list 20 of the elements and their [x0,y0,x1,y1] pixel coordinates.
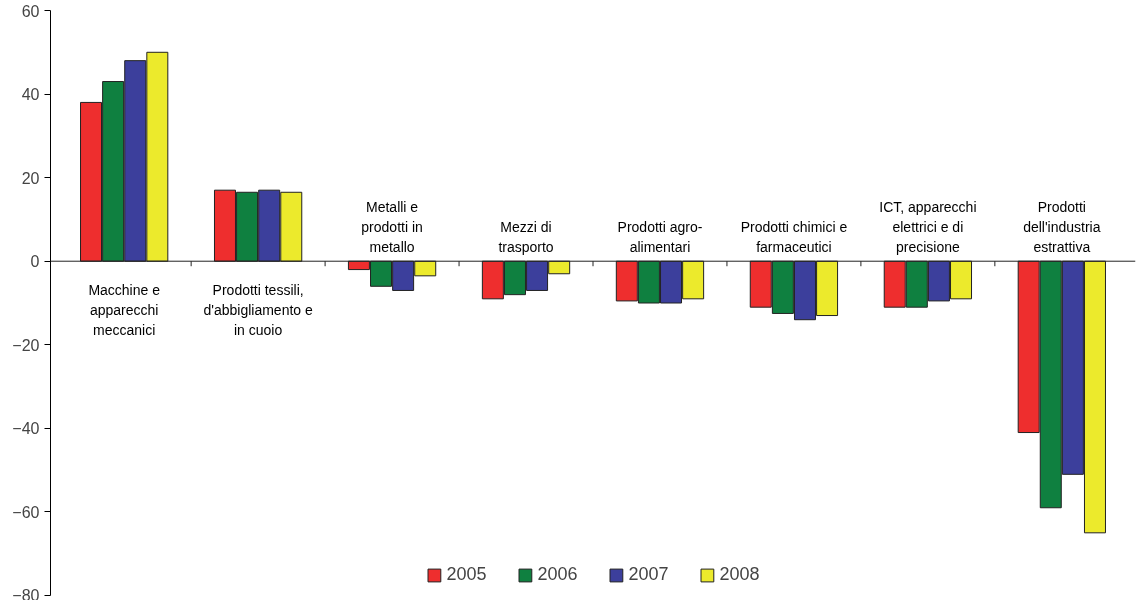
y-tick-label: 0 [30,253,40,271]
legend-label: 2007 [628,564,669,585]
y-tick-label: −80 [12,586,40,604]
y-tick-label: 60 [21,2,40,20]
x-tick-label: Prodotti tessili, d'abbigliamento e in cuoio [203,282,313,339]
x-tick-label: Prodotti dell'industria estrattiva [1023,198,1101,255]
x-tick-label: Prodotti agro- alimentari [617,218,703,255]
x-tick-label: Prodotti chimici e farmaceutici [740,218,848,255]
x-tick-label: ICT, apparecchi elettrici e di precisione [879,198,977,255]
legend-label: 2006 [537,564,578,585]
y-tick-label: −20 [12,336,40,354]
y-tick-label: 40 [21,86,40,104]
legend-label: 2008 [719,564,760,585]
x-tick-label: Macchine e apparecchi meccanici [88,282,161,339]
x-tick-label: Metalli e prodotti in metallo [361,198,423,255]
x-tick-label: Mezzi di trasporto [498,218,554,255]
y-tick-label: −60 [12,503,40,521]
y-tick-label: 20 [21,169,40,187]
y-tick-label: −40 [12,420,40,438]
legend-label: 2005 [446,564,487,585]
